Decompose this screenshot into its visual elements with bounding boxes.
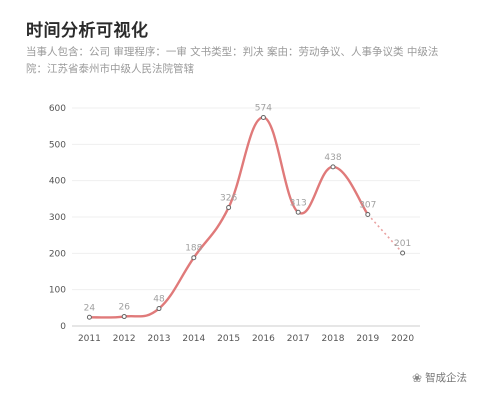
x-tick-label: 2012	[113, 334, 136, 344]
y-tick-label: 300	[49, 213, 66, 223]
data-label: 24	[84, 303, 96, 313]
data-label: 313	[290, 198, 307, 208]
data-point[interactable]	[156, 306, 162, 312]
series-line-solid	[89, 116, 369, 319]
x-tick-label: 2017	[287, 334, 310, 344]
x-axis: 2011 2012 2013 2014 2015 2016 2017 2018 2019 2020	[78, 334, 414, 344]
data-point[interactable]	[400, 250, 406, 256]
data-label: 438	[324, 153, 341, 163]
x-tick-label: 2015	[217, 334, 240, 344]
x-tick-label: 2018	[322, 334, 345, 344]
x-tick-label: 2016	[252, 334, 275, 344]
data-point[interactable]	[86, 314, 92, 320]
x-tick-label: 2013	[148, 334, 171, 344]
data-point[interactable]	[330, 164, 336, 170]
y-axis: 0 100 200 300 400 500 600	[49, 104, 66, 332]
y-tick-label: 500	[49, 140, 66, 150]
data-label: 201	[394, 239, 411, 249]
x-tick-label: 2019	[356, 334, 379, 344]
data-points	[86, 114, 406, 320]
y-tick-label: 200	[49, 249, 66, 259]
data-point[interactable]	[365, 211, 371, 217]
x-tick-label: 2020	[391, 334, 414, 344]
grid-lines	[72, 107, 420, 327]
data-label: 26	[118, 303, 130, 313]
y-tick-label: 0	[60, 322, 66, 332]
y-tick-label: 400	[49, 177, 66, 187]
data-label: 574	[255, 103, 272, 113]
data-point[interactable]	[226, 205, 232, 211]
series-line	[89, 116, 404, 319]
watermark-text: 智成企法	[425, 372, 468, 384]
y-tick-label: 100	[49, 286, 66, 296]
data-label: 326	[220, 194, 237, 204]
data-point[interactable]	[121, 314, 127, 320]
data-label: 307	[359, 200, 376, 210]
x-tick-label: 2011	[78, 334, 101, 344]
watermark: ❀ 智成企法	[412, 370, 467, 385]
data-point[interactable]	[295, 209, 301, 215]
x-tick-label: 2014	[182, 334, 205, 344]
series-line-projected	[367, 213, 404, 254]
data-point[interactable]	[260, 114, 266, 120]
y-tick-label: 600	[49, 104, 66, 114]
filter-description: 当事人包含：公司 审理程序：一审 文书类型：判决 案由：劳动争议、人事争议类 中…	[26, 46, 439, 75]
data-point[interactable]	[191, 255, 197, 261]
data-labels: 24 26 48 188 326 574 313 438 307 201	[84, 103, 412, 313]
wechat-icon: ❀	[412, 370, 423, 385]
chart-title: 时间分析可视化	[26, 21, 149, 41]
data-label: 48	[153, 295, 165, 305]
data-label: 188	[185, 244, 202, 254]
